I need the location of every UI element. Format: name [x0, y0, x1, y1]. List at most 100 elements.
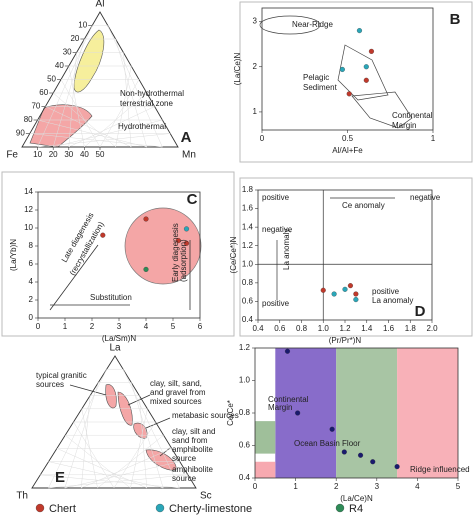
- annotation: Sediment: [303, 83, 338, 92]
- y-axis-title: (La/Ce)N: [233, 53, 242, 86]
- x-tick-label: 1.2: [339, 324, 351, 333]
- point: [143, 216, 149, 222]
- annotation: negative: [262, 225, 293, 234]
- y-tick-label: 0: [29, 313, 34, 322]
- region: [336, 348, 398, 478]
- point: [363, 64, 369, 70]
- x-tick-label: 6: [198, 322, 203, 331]
- annotation: Pelagic: [303, 73, 329, 82]
- legend-label: Cherty-limestone: [169, 503, 252, 515]
- ternary-grid: [64, 382, 99, 489]
- x-tick-label: 0: [36, 322, 41, 331]
- tick-label: 10: [78, 21, 87, 30]
- point: [329, 426, 335, 432]
- point: [284, 348, 291, 354]
- leader: [69, 384, 107, 396]
- annotation: Hydrothermal: [118, 122, 166, 131]
- y-axis-title: (La/Yb)N: [9, 239, 18, 271]
- panel-label: C: [187, 191, 198, 208]
- annotation: Continental: [392, 111, 433, 120]
- x-tick-label: 2: [90, 322, 95, 331]
- y-tick-label: 6: [29, 259, 34, 268]
- legend-swatch: [155, 503, 165, 513]
- ternary-grid: [107, 25, 163, 148]
- region: [255, 461, 276, 478]
- ternary-grid: [123, 52, 132, 148]
- leader: [127, 394, 151, 406]
- x-tick-label: 5: [171, 322, 176, 331]
- legend-swatch: [335, 503, 345, 513]
- annotation: Continental: [268, 395, 309, 404]
- ternary-grid: [73, 421, 115, 489]
- annotation: Ridge influenced: [410, 465, 470, 474]
- region: [105, 384, 117, 409]
- region: [133, 422, 148, 439]
- point: [320, 287, 326, 293]
- ternary-grid: [113, 421, 156, 489]
- x-tick-label: 1: [293, 482, 298, 491]
- point: [368, 48, 374, 54]
- y-tick-label: 0.8: [239, 408, 251, 417]
- region: [351, 91, 413, 129]
- annotation: sand from: [172, 436, 208, 445]
- point: [100, 232, 106, 238]
- tick-label: 70: [31, 102, 40, 111]
- legend-swatch: [35, 503, 45, 513]
- ternary-grid: [115, 38, 148, 148]
- x-tick-label: 1.4: [361, 324, 373, 333]
- point: [363, 77, 369, 83]
- y-tick-label: 1.0: [239, 376, 251, 385]
- point: [347, 283, 353, 289]
- annotation: Margin: [392, 121, 416, 130]
- annotation: (adsorption): [179, 239, 188, 282]
- tick-label: 80: [24, 115, 33, 124]
- point: [331, 291, 337, 297]
- y-tick-label: 1.2: [242, 241, 254, 250]
- y-tick-label: 0.4: [242, 315, 254, 324]
- point: [143, 266, 149, 272]
- y-tick-label: 0.4: [239, 473, 251, 482]
- tick-label: 40: [55, 61, 64, 70]
- annotation: amphibolite: [172, 465, 213, 474]
- y-tick-label: 2: [253, 62, 258, 71]
- point: [295, 410, 301, 416]
- x-tick-label: 4: [415, 482, 420, 491]
- region: [275, 348, 337, 478]
- tick-label: 50: [96, 150, 105, 159]
- annotation: negative: [410, 193, 441, 202]
- y-tick-label: 4: [29, 277, 34, 286]
- annotation: Non-hydrothermal: [120, 89, 184, 98]
- leader: [159, 447, 171, 457]
- annotation: Margin: [268, 403, 292, 412]
- annotation: positive: [262, 299, 290, 308]
- panel-frame: [1, 171, 235, 337]
- apex-label: Fe: [6, 150, 18, 161]
- ternary-grid: [99, 79, 140, 148]
- tick-label: 50: [47, 75, 56, 84]
- ternary-grid: [48, 369, 107, 489]
- annotation: Ocean Basin Floor: [294, 439, 361, 448]
- tick-label: 20: [49, 150, 58, 159]
- point: [175, 238, 181, 244]
- point: [341, 449, 347, 455]
- x-tick-label: 1.6: [383, 324, 395, 333]
- y-tick-label: 2: [29, 295, 34, 304]
- x-tick-label: 2: [334, 482, 339, 491]
- annotation: metabasic sources: [172, 411, 239, 420]
- point: [353, 291, 359, 297]
- x-tick-label: 0: [260, 134, 265, 143]
- x-axis-title: (La/Ce)N: [340, 494, 373, 503]
- x-tick-label: 5: [456, 482, 461, 491]
- point: [370, 459, 376, 465]
- annotation: La anomaly: [372, 296, 413, 305]
- point: [183, 226, 190, 232]
- x-tick-label: 1: [63, 322, 68, 331]
- panel-label: A: [181, 129, 192, 146]
- y-axis-title: Ce/Ce*: [226, 400, 235, 426]
- legend-label: Chert: [49, 503, 76, 515]
- ternary-grid: [122, 369, 180, 489]
- point: [356, 28, 363, 34]
- y-tick-label: 14: [24, 187, 33, 196]
- point: [346, 91, 352, 97]
